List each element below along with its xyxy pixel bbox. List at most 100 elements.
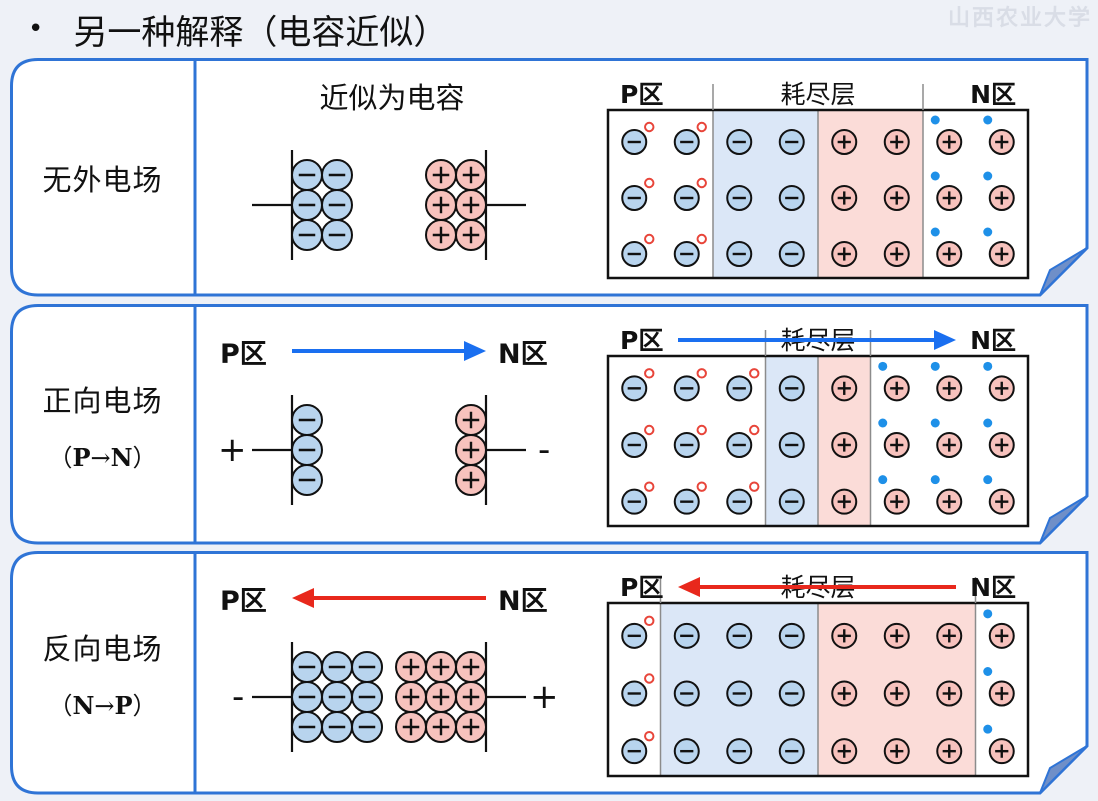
negative-ion: [321, 159, 353, 191]
panel-fold-corner: [1039, 495, 1088, 544]
hole: [644, 368, 655, 379]
hole: [696, 368, 707, 379]
field-arrow: [292, 341, 486, 361]
slab-p-label: P区: [620, 573, 663, 602]
panel-subtitle: （N→P）: [48, 686, 156, 721]
negative-ion: [778, 375, 805, 402]
right-terminal: +: [530, 677, 559, 717]
positive-ion: [395, 651, 427, 683]
negative-ion: [321, 189, 353, 221]
electron: [983, 724, 993, 734]
positive-ion: [831, 622, 858, 649]
slide-title-text: 另一种解释（电容近似）: [73, 12, 448, 53]
right-terminal: -: [538, 430, 550, 470]
negative-ion: [621, 241, 648, 267]
negative-ion: [621, 129, 648, 155]
positive-ion: [988, 622, 1015, 649]
arrow-head: [934, 330, 956, 350]
positive-ion: [455, 711, 487, 743]
negative-ion: [621, 488, 648, 515]
positive-ion: [831, 241, 858, 267]
negative-ion: [291, 404, 323, 436]
hole: [696, 424, 707, 436]
negative-ion: [726, 375, 753, 402]
positive-ion: [425, 651, 457, 683]
negative-ion: [291, 434, 323, 466]
positive-ion: [883, 432, 910, 458]
positive-ion: [425, 711, 457, 743]
negative-ion: [726, 129, 753, 155]
panel-fold-corner: [1039, 745, 1088, 794]
slab-border: [606, 354, 1030, 528]
electron: [930, 227, 940, 237]
hole: [749, 424, 760, 436]
panel-reverse-field-label: 反向电场 （N→P）: [10, 551, 195, 796]
panel-forward-field: P区 N区 + - P区 耗尽层 N区 正向电场 （P→N）: [10, 304, 1090, 546]
electron: [930, 418, 940, 428]
positive-ion: [831, 375, 858, 402]
positive-ion: [988, 129, 1015, 155]
positive-ion: [455, 189, 487, 221]
electron: [983, 227, 993, 237]
positive-ion: [988, 241, 1015, 267]
paren-open: （: [48, 692, 73, 720]
negative-ion: [321, 651, 353, 683]
positive-ion: [455, 464, 487, 496]
negative-ion: [726, 680, 753, 707]
hole: [696, 233, 707, 245]
paren-open: （: [48, 443, 73, 472]
negative-ion: [778, 241, 805, 267]
p-region-label: P区: [220, 586, 267, 617]
negative-ion: [778, 129, 805, 155]
slab-p-label: P区: [620, 326, 663, 355]
positive-ion: [395, 711, 427, 743]
panel-title: 无外电场: [42, 163, 163, 197]
panel-title: 反向电场: [42, 632, 163, 666]
positive-ion: [936, 185, 963, 211]
negative-ion: [778, 488, 805, 515]
positive-ion: [988, 738, 1015, 765]
electron: [983, 667, 993, 676]
negative-ion: [621, 432, 648, 458]
panel-forward-field-label: 正向电场 （P→N）: [10, 304, 195, 546]
negative-ion: [621, 680, 648, 707]
positive-ion: [831, 432, 858, 458]
slab-n-label: N区: [970, 80, 1016, 109]
slab-depletion-label: 耗尽层: [780, 80, 855, 109]
positive-ion: [831, 185, 858, 211]
electron: [983, 609, 993, 619]
capacitor-sketch: 近似为电容: [252, 81, 526, 260]
field-arrow: [292, 588, 486, 608]
positive-ion: [883, 738, 910, 765]
electron: [878, 475, 888, 485]
pn-junction-slab: P区 耗尽层 N区: [606, 326, 1030, 528]
positive-ion: [455, 651, 487, 683]
positive-ion: [831, 488, 858, 515]
electron: [983, 475, 993, 485]
negative-ion: [726, 241, 753, 267]
arrow-head: [678, 577, 700, 597]
positive-ion: [425, 159, 457, 191]
negative-ion: [778, 432, 805, 458]
negative-ion: [673, 241, 700, 267]
panel-no-field-diagram: 近似为电容 P区 耗尽层 N区: [10, 58, 1089, 297]
hole: [696, 481, 707, 492]
positive-ion: [936, 488, 963, 515]
electron: [930, 361, 940, 371]
panel-fold-corner: [1039, 247, 1088, 296]
negative-ion: [351, 711, 383, 743]
positive-ion: [883, 680, 910, 707]
positive-ion: [936, 622, 963, 649]
left-terminal: -: [232, 677, 244, 717]
watermark: 山西农业大学: [947, 6, 1092, 31]
panel-no-field-label: 无外电场: [10, 58, 195, 298]
left-terminal: +: [218, 430, 247, 470]
negative-ion: [778, 185, 805, 211]
capacitor-sketch: P区 N区 + -: [218, 339, 550, 505]
hole: [696, 121, 707, 133]
negative-ion: [621, 375, 648, 402]
negative-ion: [291, 189, 323, 221]
hole: [749, 368, 760, 379]
negative-ion: [621, 622, 648, 649]
positive-ion: [883, 185, 910, 211]
